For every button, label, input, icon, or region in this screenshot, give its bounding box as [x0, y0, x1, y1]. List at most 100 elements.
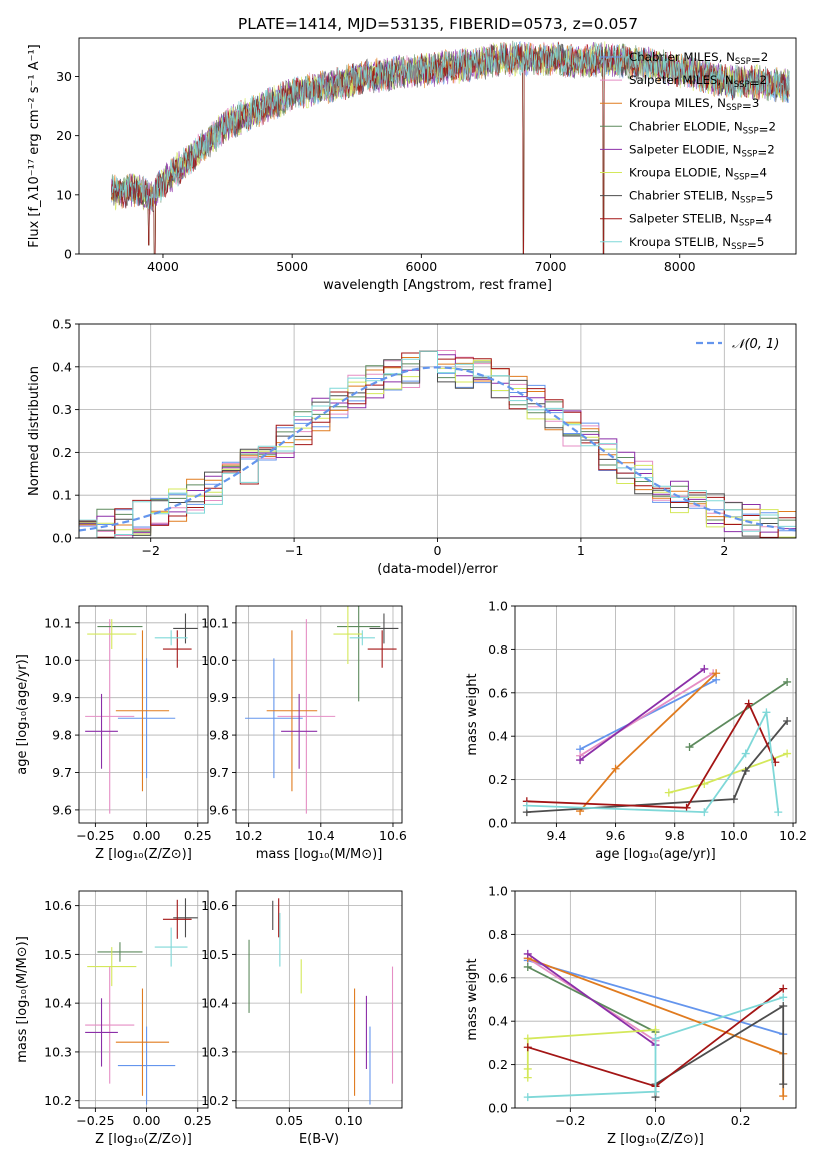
legend-nssp: 2 — [768, 119, 776, 133]
x-tick-label: 0 — [434, 543, 442, 558]
figure-title: PLATE=1414, MJD=53135, FIBERID=0573, z=0… — [238, 15, 638, 33]
plot-area — [85, 898, 198, 1105]
legend-entry-chabrier-stelib: Chabrier STELIB, NSSP=5 — [629, 189, 773, 206]
series-marker — [700, 664, 709, 673]
y-tick-label: 0.0 — [488, 1101, 508, 1116]
series-salpeter-elodie — [576, 664, 709, 765]
errorbar-chabrier-miles — [117, 1026, 176, 1105]
y-tick-label: 0.6 — [488, 685, 508, 700]
y-tick-label: 0.8 — [488, 642, 508, 657]
errorbar-chabrier-stelib — [173, 613, 198, 644]
x-tick-label: 1 — [577, 543, 585, 558]
y-tick-label: 10.6 — [201, 898, 229, 913]
x-tick-label: 10.6 — [379, 828, 407, 843]
x-tick-label: 9.4 — [546, 828, 566, 843]
panel-age-vs-Z: −0.25 0.00 0.25 9.6 9.7 9.8 9.9 10.0 10.1 Z [log₁… — [15, 605, 212, 862]
axes-frame — [78, 605, 209, 824]
legend-model: Salpeter MILES — [629, 73, 717, 87]
legend-nssp: 5 — [766, 189, 774, 203]
series-line — [526, 1029, 656, 1078]
legend-model: Salpeter STELIB — [629, 212, 723, 226]
y-tick-label: 10.5 — [44, 947, 72, 962]
legend-model: Salpeter ELODIE — [629, 142, 725, 156]
y-tick-label: 0.0 — [488, 816, 508, 831]
y-tick-label: 30 — [56, 69, 72, 84]
series-line — [579, 672, 714, 757]
series-line — [668, 752, 788, 794]
series-marker — [779, 993, 788, 1002]
y-tick-label: 9.7 — [209, 765, 229, 780]
legend-entry-salpeter-stelib: Salpeter STELIB, NSSP=4 — [629, 212, 772, 229]
errorbar-chabrier-miles — [117, 658, 176, 779]
y-tick-label: 10.2 — [44, 1093, 72, 1108]
y-tick-label: 10.1 — [201, 615, 229, 630]
legend-entry-chabrier-miles: Chabrier MILES, NSSP=2 — [629, 50, 768, 67]
errorbar-salpeter-elodie — [85, 693, 118, 769]
plot-area — [85, 613, 198, 814]
y-tick-label: 10.6 — [44, 898, 72, 913]
series-kroupa-stelib — [523, 993, 788, 1102]
legend-entry-kroupa-stelib: Kroupa STELIB, NSSP=5 — [629, 235, 764, 252]
errorbar-kroupa-miles — [115, 630, 170, 792]
plot-area — [245, 606, 399, 814]
errorbar-chabrier-elodie — [97, 942, 143, 962]
series-marker — [762, 708, 771, 717]
series-marker — [783, 717, 792, 726]
axes-frame — [78, 890, 209, 1109]
errorbar-chabrier-elodie — [337, 606, 381, 702]
y-tick-label: 9.6 — [52, 802, 72, 817]
errorbar-salpeter-stelib — [162, 630, 192, 668]
legend-nssp: 2 — [760, 73, 768, 87]
legend-entry-chabrier-elodie: Chabrier ELODIE, NSSP=2 — [629, 119, 776, 136]
y-tick-label: 10.5 — [201, 947, 229, 962]
x-axis-label: E(B-V) — [299, 1132, 339, 1147]
x-tick-label: 6000 — [405, 259, 437, 274]
legend-model: Chabrier MILES — [629, 50, 719, 64]
series-marker — [576, 756, 585, 765]
x-tick-label: 9.6 — [606, 828, 626, 843]
plot-area — [79, 350, 796, 538]
x-axis-label: Z [log₁₀(Z/Z⊙)] — [95, 1132, 192, 1147]
y-axis-label: mass [log₁₀(M/M⊙)] — [15, 936, 30, 1063]
x-axis-label: wavelength [Angstrom, rest frame] — [323, 278, 552, 293]
series-marker — [611, 764, 620, 773]
y-tick-label: 0.4 — [488, 729, 508, 744]
series-line — [526, 701, 777, 809]
series-marker — [523, 1073, 532, 1082]
x-tick-label: −2 — [141, 543, 159, 558]
axes-frame — [514, 605, 797, 824]
errorbar-kroupa-stelib — [349, 630, 375, 646]
panel-spectrum: 4000 5000 6000 7000 8000 0 10 20 30 wavelength [A… — [27, 37, 797, 293]
series-marker — [651, 1087, 660, 1096]
x-tick-label: 8000 — [664, 259, 696, 274]
y-tick-label: 0.5 — [52, 317, 72, 332]
panel-weight-vs-age: 9.4 9.6 9.8 10.0 10.2 0.0 0.2 0.4 0.6 0.8 1.0 age [… — [465, 599, 807, 863]
x-tick-label: 9.8 — [665, 828, 685, 843]
x-tick-label: 0.0 — [646, 1113, 666, 1128]
legend-nssp: 4 — [760, 166, 768, 180]
x-tick-label: 10.4 — [307, 828, 335, 843]
y-tick-label: 0.1 — [52, 488, 72, 503]
legend-nssp: 2 — [767, 142, 775, 156]
series-marker — [523, 1064, 532, 1073]
y-tick-label: 10.2 — [201, 1093, 229, 1108]
y-tick-label: 1.0 — [488, 884, 508, 899]
series-line — [689, 681, 788, 748]
series-line — [527, 996, 784, 1099]
series-marker — [522, 801, 531, 810]
x-tick-label: −0.2 — [555, 1113, 585, 1128]
errorbar-kroupa-stelib — [154, 927, 188, 967]
x-tick-label: 10.2 — [235, 828, 263, 843]
panel-mass-vs-ebv: 0.05 0.10 10.2 10.3 10.4 10.5 10.6 E(B-V) — [201, 890, 403, 1147]
errorbar-chabrier-miles — [245, 658, 303, 779]
y-tick-label: 9.8 — [209, 728, 229, 743]
series-marker — [741, 749, 750, 758]
series-marker — [779, 1080, 788, 1089]
y-axis-label: Normed distribution — [27, 366, 42, 496]
y-tick-label: 0.8 — [488, 927, 508, 942]
plot-area — [111, 40, 790, 254]
series-kroupa-elodie — [523, 1025, 660, 1082]
series-marker — [779, 984, 788, 993]
x-tick-label: 0.00 — [133, 828, 161, 843]
y-tick-label: 9.6 — [209, 802, 229, 817]
